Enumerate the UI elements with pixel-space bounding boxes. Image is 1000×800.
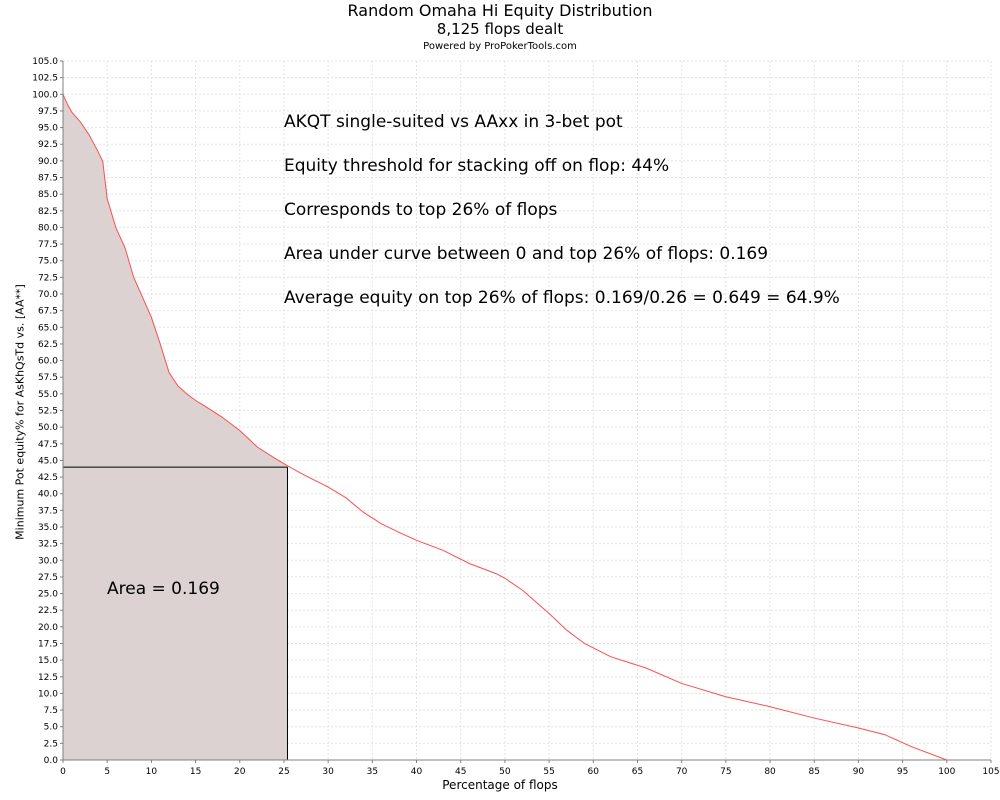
y-tick-label: 55.0 xyxy=(38,390,58,400)
y-tick-label: 85.0 xyxy=(38,190,58,200)
y-tick-label: 100.0 xyxy=(32,90,58,100)
y-tick-label: 67.5 xyxy=(38,307,58,317)
x-tick-label: 30 xyxy=(322,767,334,777)
x-tick-label: 40 xyxy=(411,767,423,777)
y-tick-label: 25.0 xyxy=(38,590,58,600)
y-tick-label: 17.5 xyxy=(38,640,58,650)
shaded-area xyxy=(63,94,288,761)
y-tick-label: 37.5 xyxy=(38,506,58,516)
annotation-1: AKQT single-suited vs AAxx in 3-bet pot xyxy=(284,112,623,132)
y-tick-label: 105.0 xyxy=(32,57,58,67)
x-tick-label: 55 xyxy=(543,767,554,777)
y-tick-label: 70.0 xyxy=(38,290,58,300)
y-tick-label: 30.0 xyxy=(38,556,58,566)
annotation-5: Average equity on top 26% of flops: 0.16… xyxy=(284,288,840,308)
chart-title: Random Omaha Hi Equity Distribution xyxy=(347,1,653,20)
y-tick-label: 52.5 xyxy=(38,407,58,417)
grid xyxy=(63,60,992,760)
axes xyxy=(60,60,992,763)
x-tick-label: 80 xyxy=(764,767,776,777)
y-tick-label: 75.0 xyxy=(38,257,58,267)
x-axis-label: Percentage of flops xyxy=(442,778,558,792)
y-tick-label: 27.5 xyxy=(38,573,58,583)
y-tick-label: 72.5 xyxy=(38,273,58,283)
threshold-box-layer xyxy=(63,466,288,760)
x-tick-label: 95 xyxy=(897,767,908,777)
y-tick-label: 65.0 xyxy=(38,323,58,333)
y-tick-label: 50.0 xyxy=(38,423,58,433)
y-tick-label: 60.0 xyxy=(38,357,58,367)
x-tick-label: 25 xyxy=(278,767,289,777)
y-tick-label: 5.0 xyxy=(44,723,59,733)
x-tick-label: 65 xyxy=(632,767,643,777)
series-layer xyxy=(62,94,947,761)
y-tick-label: 35.0 xyxy=(38,523,58,533)
annotations: AKQT single-suited vs AAxx in 3-bet pot … xyxy=(107,112,840,599)
equity-curve-line xyxy=(62,94,947,761)
annotation-2: Equity threshold for stacking off on flo… xyxy=(284,156,669,176)
annotation-3: Corresponds to top 26% of flops xyxy=(284,200,558,220)
y-tick-label: 90.0 xyxy=(38,157,58,167)
y-tick-label: 87.5 xyxy=(38,174,58,184)
tick-labels: 0 5 10 15 20 25 30 35 40 45 50 55 60 65 70 75 80 85 90 95 10… xyxy=(32,57,999,777)
chart-credit: Powered by ProPokerTools.com xyxy=(423,41,577,52)
x-tick-label: 75 xyxy=(720,767,731,777)
y-tick-label: 20.0 xyxy=(38,623,58,633)
x-tick-label: 70 xyxy=(676,767,688,777)
y-tick-label: 82.5 xyxy=(38,207,58,217)
x-tick-label: 15 xyxy=(190,767,201,777)
y-tick-label: 15.0 xyxy=(38,656,58,666)
x-tick-label: 35 xyxy=(367,767,378,777)
y-tick-label: 80.0 xyxy=(38,223,58,233)
y-tick-label: 40.0 xyxy=(38,490,58,500)
x-tick-label: 20 xyxy=(234,767,246,777)
y-tick-label: 22.5 xyxy=(38,606,58,616)
y-tick-label: 62.5 xyxy=(38,340,58,350)
y-tick-label: 92.5 xyxy=(38,140,58,150)
y-tick-label: 42.5 xyxy=(38,473,58,483)
y-tick-label: 2.5 xyxy=(44,739,58,749)
x-tick-label: 90 xyxy=(853,767,865,777)
y-tick-label: 32.5 xyxy=(38,540,58,550)
y-tick-label: 10.0 xyxy=(38,689,58,699)
y-tick-label: 97.5 xyxy=(38,107,58,117)
y-tick-label: 7.5 xyxy=(44,706,58,716)
x-tick-label: 0 xyxy=(60,767,66,777)
x-tick-label: 85 xyxy=(809,767,820,777)
x-tick-label: 10 xyxy=(146,767,158,777)
x-tick-label: 5 xyxy=(104,767,110,777)
y-tick-label: 47.5 xyxy=(38,440,58,450)
y-tick-label: 45.0 xyxy=(38,456,58,466)
x-tick-label: 105 xyxy=(982,767,999,777)
x-tick-label: 45 xyxy=(455,767,466,777)
annotation-4: Area under curve between 0 and top 26% o… xyxy=(284,244,768,264)
y-tick-label: 95.0 xyxy=(38,124,58,134)
x-tick-label: 50 xyxy=(499,767,511,777)
y-tick-label: 102.5 xyxy=(32,74,58,84)
y-tick-label: 0.0 xyxy=(44,756,59,766)
x-tick-label: 60 xyxy=(588,767,600,777)
shaded-area-layer xyxy=(63,94,288,761)
chart-subtitle: 8,125 flops dealt xyxy=(436,20,564,38)
y-tick-label: 57.5 xyxy=(38,373,58,383)
x-tick-label: 100 xyxy=(938,767,955,777)
y-tick-label: 12.5 xyxy=(38,673,58,683)
y-tick-label: 77.5 xyxy=(38,240,58,250)
area-label: Area = 0.169 xyxy=(107,579,220,599)
